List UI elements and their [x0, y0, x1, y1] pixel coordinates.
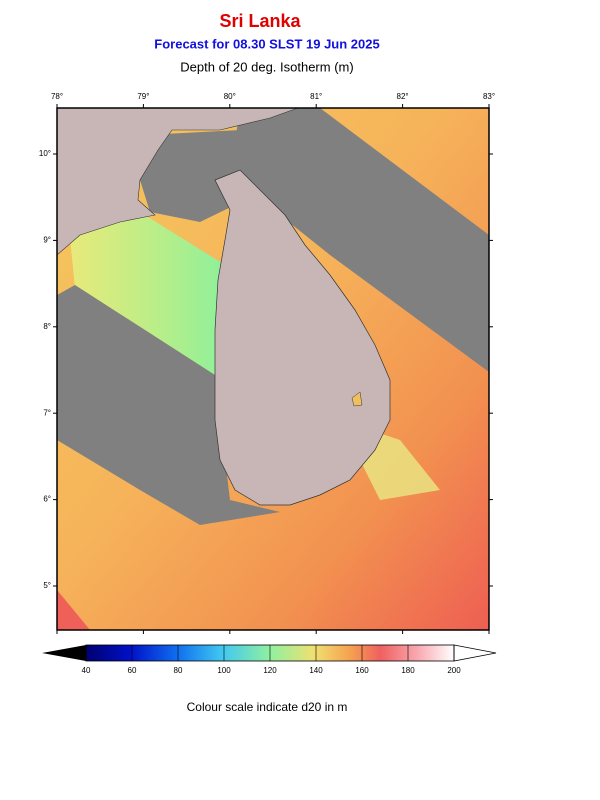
- lat-label: 6°: [43, 495, 51, 504]
- colorbar-caption: Colour scale indicate d20 in m: [187, 700, 348, 714]
- lat-label: 7°: [43, 408, 51, 417]
- india: [57, 108, 299, 256]
- colorbar-label: 180: [401, 666, 415, 675]
- colorbar-label: 160: [355, 666, 369, 675]
- colorbar-label: 80: [174, 666, 183, 675]
- lon-label: 82°: [397, 92, 409, 101]
- subtitle: Forecast for 08.30 SLST 19 Jun 2025: [154, 36, 379, 51]
- heading: Depth of 20 deg. Isotherm (m): [180, 59, 353, 74]
- lon-label: 81°: [310, 92, 322, 101]
- lon-label: 78°: [51, 92, 63, 101]
- lon-label: 79°: [137, 92, 149, 101]
- colorbar-label: 60: [128, 666, 137, 675]
- palk-bay: [140, 130, 240, 222]
- colorbar-label: 120: [263, 666, 277, 675]
- lon-label: 80°: [224, 92, 236, 101]
- lat-label: 8°: [43, 322, 51, 331]
- title: Sri Lanka: [219, 11, 301, 31]
- colorbar-high: [453, 644, 497, 662]
- map-frame: [56, 107, 490, 631]
- lat-label: 5°: [43, 581, 51, 590]
- lon-label: 83°: [483, 92, 495, 101]
- reservoir: [351, 391, 363, 407]
- colorbar-low: [42, 645, 86, 661]
- lat-label: 9°: [43, 236, 51, 245]
- colorbar-label: 40: [82, 666, 91, 675]
- gulf-of-mannar: [70, 212, 225, 378]
- sea-patch: [57, 590, 90, 630]
- colorbar-label: 200: [447, 666, 461, 675]
- no-data-band: [230, 108, 489, 372]
- lat-label: 10°: [39, 149, 51, 158]
- sri-lanka: [214, 169, 391, 506]
- map: [57, 108, 489, 630]
- colorbar-label: 140: [309, 666, 323, 675]
- colorbar-label: 100: [217, 666, 231, 675]
